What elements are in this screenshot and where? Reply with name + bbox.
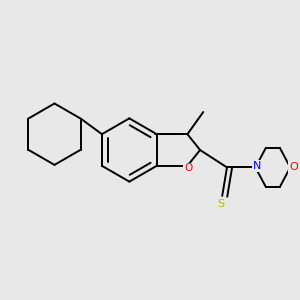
Text: N: N [253,161,261,171]
Text: S: S [217,199,224,209]
Text: O: O [184,164,192,173]
Text: O: O [290,162,298,172]
